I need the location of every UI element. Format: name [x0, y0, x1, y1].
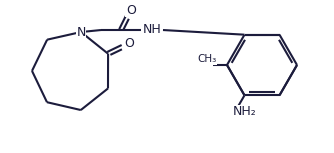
Text: NH₂: NH₂ — [232, 105, 256, 118]
Text: CH₃: CH₃ — [197, 54, 217, 64]
Text: N: N — [76, 26, 86, 39]
Text: O: O — [124, 37, 134, 50]
Text: O: O — [126, 4, 136, 17]
Text: NH: NH — [143, 22, 161, 35]
